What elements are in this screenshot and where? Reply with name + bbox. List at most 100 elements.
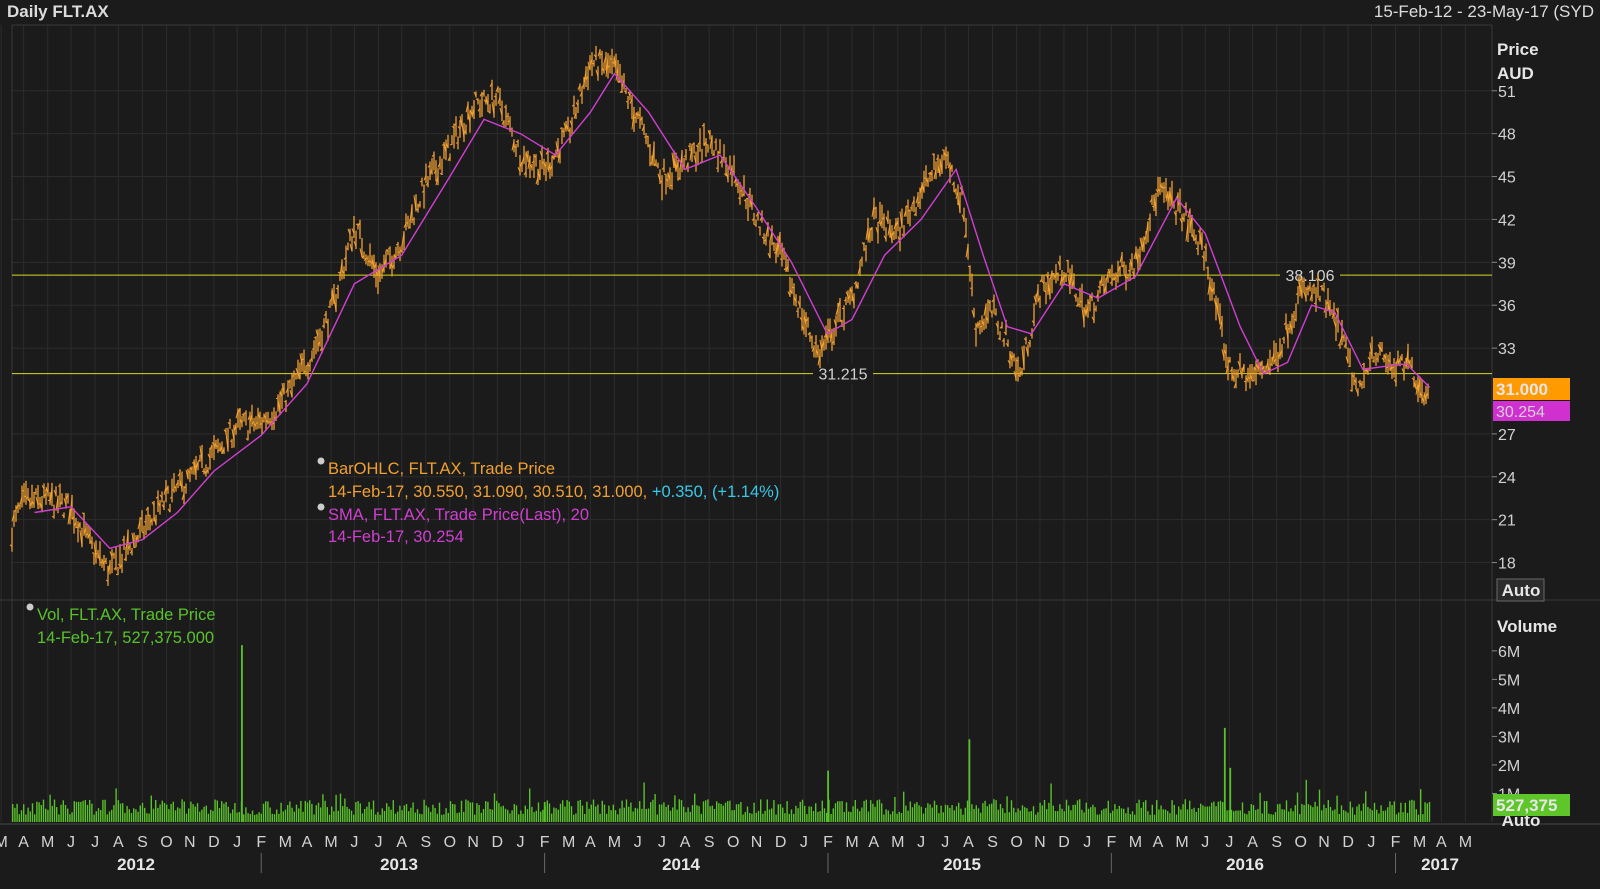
month-tick-label: A [302, 834, 313, 851]
volume-bar [1151, 804, 1153, 822]
price-bar-open [771, 242, 775, 245]
price-bar-open [659, 180, 663, 183]
price-bar-open [1133, 251, 1137, 260]
volume-bar [1314, 801, 1316, 822]
last-sma-badge: 30.254 [1496, 404, 1545, 421]
volume-bar [540, 811, 542, 822]
price-bar-open [697, 141, 701, 145]
volume-bar [929, 804, 931, 822]
volume-bar [357, 801, 359, 822]
volume-bar [1334, 809, 1336, 822]
price-bar-open [281, 382, 285, 395]
month-tick-label: M [1413, 834, 1426, 851]
volume-bar [603, 804, 606, 822]
volume-bar [480, 812, 482, 822]
volume-bar [1226, 810, 1228, 822]
price-bar-open [975, 323, 979, 328]
price-bar-open [1251, 380, 1255, 382]
price-bar-open [467, 113, 471, 123]
volume-bar [984, 800, 986, 822]
volume-bar [1162, 809, 1164, 822]
month-tick-label: M [279, 834, 292, 851]
price-bar-open [265, 419, 269, 424]
price-bar-open [541, 161, 545, 165]
price-axis-title: AUD [1497, 64, 1534, 83]
volume-bar [900, 813, 903, 822]
price-bar-open [67, 510, 71, 525]
price-bar-open [309, 357, 313, 362]
volume-bar [667, 804, 669, 822]
volume-bar [1046, 809, 1048, 822]
month-tick-label: S [420, 834, 431, 851]
volume-bar [84, 800, 86, 822]
volume-bar [102, 799, 104, 822]
volume-bar [185, 813, 188, 822]
price-bar-open [57, 485, 61, 487]
volume-bar [784, 813, 786, 822]
volume-bar [973, 808, 975, 822]
price-bar-open [1149, 198, 1153, 203]
volume-bar [1178, 806, 1180, 822]
month-tick-label: M [845, 834, 858, 851]
price-bar-open [409, 205, 413, 223]
price-bar-open [953, 188, 957, 193]
volume-bar [498, 803, 500, 822]
volume-bar [610, 810, 612, 822]
price-bar-open [991, 298, 995, 303]
price-bar-open [1359, 382, 1363, 386]
volume-bar [1338, 814, 1340, 822]
volume-spike [241, 645, 243, 822]
price-bar-open [559, 127, 563, 129]
price-auto-button-bg [1496, 578, 1545, 602]
price-bar-open [1101, 283, 1105, 286]
last-value-badges: 31.000 30.254 527,375 [1493, 378, 1570, 816]
volume-bar [790, 809, 793, 822]
price-bar-open [437, 162, 441, 168]
price-bar-open [735, 183, 739, 186]
price-tick-label: 24 [1498, 470, 1516, 487]
month-tick-label: J [658, 834, 666, 851]
volume-bar [42, 799, 45, 822]
volume-bar [1329, 806, 1332, 822]
volume-bar [1288, 811, 1290, 822]
volume-bar [757, 810, 760, 822]
volume-bar [1208, 806, 1211, 822]
price-bar-open [49, 486, 53, 504]
volume-bar [1131, 811, 1134, 822]
price-bar-open [649, 161, 653, 165]
month-tick-label: N [1318, 834, 1330, 851]
price-bar-open [765, 225, 769, 237]
volume-bar [465, 799, 467, 822]
volume-bar [542, 809, 544, 822]
volume-bar [942, 812, 944, 822]
price-bar-open [1029, 334, 1033, 336]
price-bar-open [707, 130, 711, 136]
volume-bar [245, 807, 247, 822]
volume-bar [408, 811, 410, 822]
volume-bar [804, 805, 806, 822]
price-bar-open [1033, 295, 1037, 303]
price-bar-open [897, 236, 901, 243]
price-bar-open [615, 66, 619, 81]
volume-bar [562, 800, 564, 822]
horizontal-line-label: 38.106 [1286, 268, 1335, 285]
price-bar-open [1023, 338, 1027, 341]
volume-bar [1103, 808, 1105, 822]
price-bar-open [585, 75, 589, 81]
price-bar-open [815, 348, 819, 356]
volume-bar [207, 813, 210, 822]
volume-bar [1332, 810, 1334, 822]
volume-bar [720, 803, 722, 822]
volume-bar [311, 803, 313, 822]
price-bar-open [137, 520, 141, 530]
price-bar-open [151, 501, 155, 506]
price-bar-open [1269, 363, 1273, 366]
volume-bar [454, 804, 456, 822]
volume-bar [1136, 803, 1138, 822]
volume-bar [1365, 791, 1367, 822]
volume-bar [273, 814, 276, 822]
price-bar-open [1211, 287, 1215, 293]
volume-bar [738, 804, 740, 822]
price-bar-open [1135, 251, 1139, 265]
price-bar-open [915, 195, 919, 204]
